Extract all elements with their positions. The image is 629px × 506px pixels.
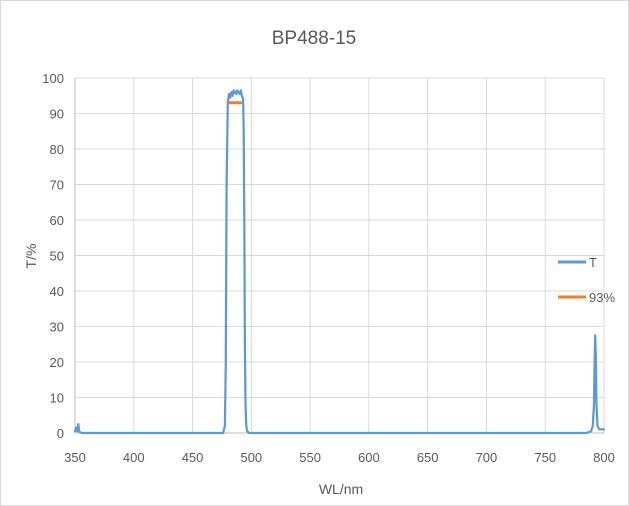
x-tick-label: 750 [534, 450, 556, 465]
y-tick-label: 50 [50, 249, 64, 264]
legend: T 93% [558, 255, 615, 305]
grid [75, 77, 605, 433]
y-tick-label: 90 [50, 107, 64, 122]
series-lines [73, 89, 606, 435]
x-tick-label: 500 [240, 450, 262, 465]
x-tick-label: 450 [182, 450, 204, 465]
y-axis-label: T/% [23, 244, 39, 269]
legend-label-t: T [589, 255, 597, 270]
y-tick-label: 10 [50, 391, 64, 406]
legend-label-threshold-93: 93% [589, 290, 615, 305]
y-tick-label: 60 [50, 213, 64, 228]
x-tick-label: 350 [64, 450, 86, 465]
y-tick-label: 100 [42, 71, 64, 86]
chart-title: BP488-15 [272, 28, 357, 49]
x-tick-labels: 350 400 450 500 550 600 650 700 750 800 [64, 450, 615, 465]
x-tick-label: 550 [299, 450, 321, 465]
x-tick-label: 800 [593, 450, 615, 465]
y-tick-label: 30 [50, 320, 64, 335]
x-axis-label: WL/nm [319, 481, 363, 497]
y-tick-label: 0 [57, 426, 64, 441]
x-tick-label: 650 [417, 450, 439, 465]
x-tick-label: 600 [358, 450, 380, 465]
y-tick-label: 20 [50, 355, 64, 370]
y-tick-labels: 0 10 20 30 40 50 60 70 80 90 100 [42, 71, 64, 441]
y-tick-label: 70 [50, 178, 64, 193]
x-tick-label: 700 [476, 450, 498, 465]
series-line-t [73, 89, 606, 435]
y-tick-label: 40 [50, 284, 64, 299]
x-tick-label: 400 [123, 450, 145, 465]
y-tick-label: 80 [50, 142, 64, 157]
